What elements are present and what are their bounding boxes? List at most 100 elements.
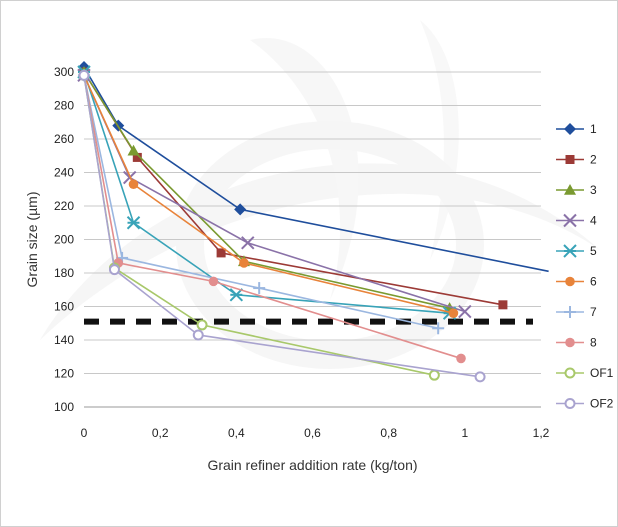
legend-label: 3 [590, 183, 597, 197]
data-point [78, 69, 90, 81]
series-line [83, 71, 450, 309]
data-point [229, 288, 244, 302]
axes: 100 120 140 160 180 200 220 240 260 280 300 0 0,2 0,4… [54, 65, 550, 440]
marker-shape [208, 276, 219, 287]
data-point [127, 144, 140, 156]
marker-shape [241, 236, 255, 250]
legend-label: 4 [590, 214, 597, 228]
marker-shape [565, 155, 575, 164]
data-point [196, 319, 208, 331]
legend-swatch-marker [565, 337, 575, 348]
legend-swatch-marker [565, 276, 575, 287]
legend-label: 6 [590, 275, 597, 289]
y-tick-label: 260 [54, 132, 74, 146]
marker-shape [239, 258, 249, 268]
data-point [458, 304, 472, 319]
legend-label: 5 [590, 244, 597, 258]
legend: 1 2 3 4 5 6 7 8 OF1 OF2 [556, 122, 614, 411]
data-point [128, 179, 139, 190]
data-point [253, 282, 266, 295]
legend-swatch-marker [564, 367, 576, 379]
marker-shape [565, 276, 575, 287]
series-line [83, 75, 481, 378]
legend-label: 7 [590, 305, 597, 319]
y-tick-label: 180 [54, 266, 74, 280]
marker-shape [474, 371, 486, 383]
legend-item-3: 3 [556, 183, 597, 197]
marker-shape [456, 353, 466, 364]
x-tick-label: 0,2 [152, 426, 169, 440]
y-tick-label: 220 [54, 199, 74, 213]
x-tick-label: 0,4 [228, 426, 245, 440]
data-point [456, 353, 466, 364]
legend-item-7: 7 [556, 305, 597, 319]
marker-shape [216, 248, 226, 258]
legend-swatch-marker [564, 306, 576, 318]
data-point [234, 203, 247, 216]
y-tick-label: 120 [54, 367, 74, 381]
series-6 [79, 70, 459, 319]
marker-shape [498, 300, 508, 310]
legend-item-8: 8 [556, 336, 597, 350]
legend-swatch-marker [563, 244, 577, 258]
legend-label: 1 [590, 122, 597, 136]
legend-swatch-marker [563, 213, 577, 228]
marker-shape [108, 264, 120, 276]
y-tick-label: 100 [54, 400, 74, 414]
marker-shape [196, 319, 208, 331]
data-point [108, 264, 120, 276]
legend-swatch-marker [564, 398, 576, 409]
series-layer [77, 60, 549, 383]
marker-shape [128, 179, 139, 190]
legend-swatch-marker [564, 184, 576, 195]
legend-item-of1: OF1 [556, 366, 614, 380]
marker-shape [564, 123, 576, 135]
legend-label: OF1 [590, 366, 614, 380]
legend-item-2: 2 [556, 153, 597, 167]
data-point [498, 300, 508, 310]
y-tick-label: 160 [54, 300, 74, 314]
legend-swatch-marker [564, 123, 576, 135]
marker-shape [564, 367, 576, 379]
legend-item-1: 1 [556, 122, 597, 136]
data-point [428, 369, 440, 381]
y-tick-label: 200 [54, 233, 74, 247]
series-line [83, 75, 439, 330]
legend-label: 2 [590, 153, 597, 167]
data-point [126, 216, 141, 230]
data-point [208, 276, 219, 287]
marker-shape [78, 69, 90, 81]
legend-item-of2: OF2 [556, 397, 614, 411]
data-point [448, 308, 459, 319]
series-line [83, 71, 450, 314]
legend-item-5: 5 [556, 244, 597, 258]
legend-swatch-marker [565, 155, 575, 164]
y-axis-title: Grain size (µm) [24, 192, 40, 288]
marker-shape [458, 304, 472, 319]
x-tick-label: 0,6 [304, 426, 321, 440]
legend-item-4: 4 [556, 214, 597, 228]
series-of2 [78, 69, 486, 383]
marker-shape [564, 184, 576, 195]
marker-shape [565, 337, 575, 348]
series-line [83, 75, 462, 360]
x-tick-label: 0,8 [380, 426, 397, 440]
marker-shape [428, 369, 440, 381]
y-tick-label: 280 [54, 99, 74, 113]
marker-shape [564, 398, 576, 409]
data-point [241, 236, 255, 250]
y-tick-label: 300 [54, 65, 74, 79]
data-point [216, 248, 226, 258]
marker-shape [563, 213, 577, 228]
x-tick-label: 1 [461, 426, 468, 440]
data-point [432, 322, 445, 335]
legend-item-6: 6 [556, 275, 597, 289]
marker-shape [132, 152, 142, 162]
y-tick-label: 140 [54, 333, 74, 347]
legend-label: 8 [590, 336, 597, 350]
x-tick-label: 0 [81, 426, 88, 440]
data-point [192, 329, 204, 341]
